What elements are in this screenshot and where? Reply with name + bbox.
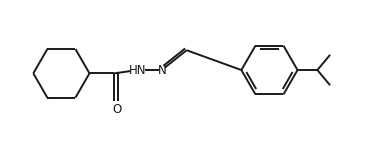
- Text: O: O: [112, 103, 121, 116]
- Text: N: N: [158, 64, 166, 76]
- Text: HN: HN: [129, 64, 147, 76]
